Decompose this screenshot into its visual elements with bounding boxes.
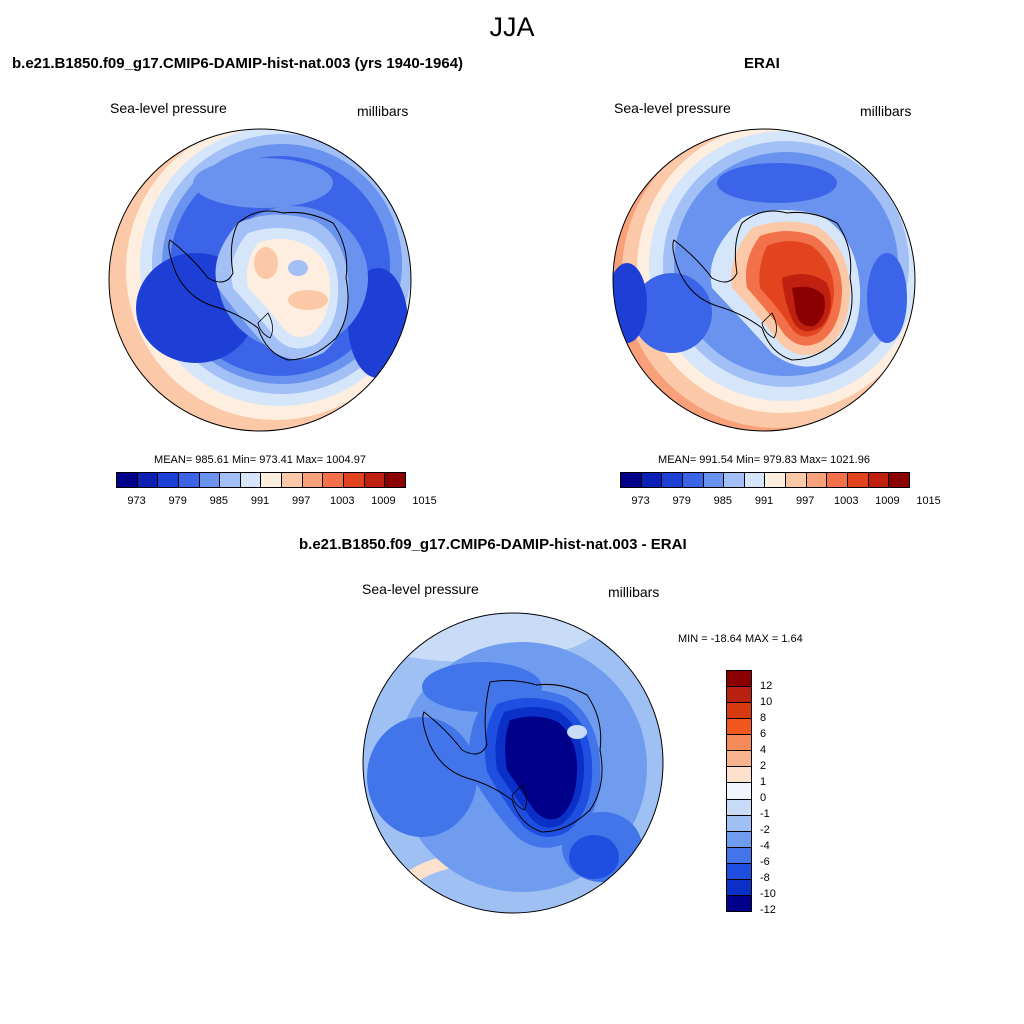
colorbar-swatch <box>727 767 751 784</box>
colorbar-tick-label: 1015 <box>916 495 941 507</box>
colorbar-tick-label: 0 <box>760 792 767 804</box>
colorbar-swatch <box>806 473 828 487</box>
colorbar-tick-label: -10 <box>760 888 776 900</box>
obs-units-label: millibars <box>860 103 912 119</box>
colorbar-swatch <box>302 473 324 487</box>
diff-stats: MIN = -18.64 MAX = 1.64 <box>678 633 803 645</box>
obs-panel-title: ERAI <box>744 55 780 72</box>
colorbar-tick-label: 8 <box>760 712 767 724</box>
colorbar-swatch <box>364 473 386 487</box>
colorbar-swatch <box>727 719 751 736</box>
model-stats: MEAN= 985.61 Min= 973.41 Max= 1004.97 <box>154 454 366 466</box>
colorbar-tick-label: -1 <box>760 808 770 820</box>
colorbar-tick-label: 1003 <box>834 495 859 507</box>
colorbar-swatch <box>765 473 787 487</box>
colorbar-swatch <box>786 473 807 487</box>
colorbar-tick-label: 10 <box>760 696 773 708</box>
obs-variable-label: Sea-level pressure <box>614 100 731 116</box>
colorbar-swatch <box>727 703 751 720</box>
colorbar-swatch <box>344 473 365 487</box>
colorbar-swatch <box>727 879 751 896</box>
colorbar-tick-label: 12 <box>760 680 773 692</box>
colorbar-swatch <box>282 473 303 487</box>
colorbar-swatch <box>703 473 725 487</box>
colorbar-swatch <box>868 473 890 487</box>
diff-units-label: millibars <box>608 584 660 600</box>
colorbar-tick-label: 997 <box>795 495 815 507</box>
colorbar-tick-label: 1003 <box>330 495 355 507</box>
colorbar-tick-label: -8 <box>760 872 770 884</box>
colorbar-swatch <box>117 473 138 487</box>
colorbar-tick-label: 985 <box>713 495 733 507</box>
colorbar-tick-label: 1009 <box>371 495 396 507</box>
diff-colorbar <box>726 670 752 912</box>
model-variable-label: Sea-level pressure <box>110 100 227 116</box>
obs-colorbar <box>620 472 910 488</box>
diff-panel-title: b.e21.B1850.f09_g17.CMIP6-DAMIP-hist-nat… <box>299 536 687 553</box>
colorbar-swatch <box>240 473 262 487</box>
colorbar-tick-label: 979 <box>168 495 187 507</box>
colorbar-tick-label: 997 <box>291 495 311 507</box>
colorbar-swatch <box>727 687 751 704</box>
colorbar-swatch <box>848 473 869 487</box>
colorbar-swatch <box>158 473 179 487</box>
colorbar-swatch <box>662 473 683 487</box>
colorbar-tick-label: -4 <box>760 840 770 852</box>
colorbar-tick-label: 4 <box>760 743 767 756</box>
colorbar-tick-label: -12 <box>760 904 776 916</box>
colorbar-swatch <box>727 847 751 864</box>
model-panel-title: b.e21.B1850.f09_g17.CMIP6-DAMIP-hist-nat… <box>12 55 464 72</box>
colorbar-swatch <box>727 735 751 752</box>
colorbar-swatch <box>727 751 751 768</box>
figure-title: JJA <box>489 12 535 42</box>
colorbar-tick-label: 979 <box>672 495 691 507</box>
colorbar-swatch <box>744 473 766 487</box>
colorbar-tick-label: 985 <box>209 495 229 507</box>
colorbar-tick-label: 6 <box>760 728 767 740</box>
obs-colorbar-ticks: 973 979 985 991 997 1003 1009 1015 <box>620 495 940 509</box>
colorbar-tick-label: 973 <box>127 495 146 507</box>
colorbar-swatch <box>385 473 405 487</box>
colorbar-swatch <box>827 473 849 487</box>
colorbar-swatch <box>727 831 751 848</box>
obs-stats: MEAN= 991.54 Min= 979.83 Max= 1021.96 <box>658 454 870 466</box>
model-units-label: millibars <box>357 103 409 119</box>
colorbar-swatch <box>727 783 751 800</box>
colorbar-swatch <box>220 473 241 487</box>
colorbar-swatch <box>641 473 663 487</box>
diff-slp-map <box>362 612 664 914</box>
colorbar-swatch <box>137 473 159 487</box>
colorbar-swatch <box>621 473 642 487</box>
diff-variable-label: Sea-level pressure <box>362 581 479 597</box>
colorbar-swatch <box>178 473 200 487</box>
model-slp-map <box>108 128 412 432</box>
colorbar-tick-label: -6 <box>760 856 770 868</box>
model-colorbar-ticks: 973 979 985 991 997 1003 1009 1015 <box>116 495 436 509</box>
colorbar-swatch <box>724 473 745 487</box>
colorbar-swatch <box>727 815 751 832</box>
colorbar-tick-label: 991 <box>754 495 774 507</box>
colorbar-tick-label: 991 <box>250 495 270 507</box>
colorbar-swatch <box>323 473 345 487</box>
obs-slp-map <box>612 128 916 432</box>
colorbar-tick-label: 1 <box>760 776 767 788</box>
colorbar-swatch <box>261 473 283 487</box>
colorbar-tick-label: 973 <box>631 495 650 507</box>
diff-colorbar-ticks: 12 10 8 6 4 2 1 0 -1 -2 -4 -6 -8 -10 -12 <box>760 670 800 916</box>
model-colorbar <box>116 472 406 488</box>
colorbar-swatch <box>889 473 909 487</box>
colorbar-swatch <box>682 473 704 487</box>
colorbar-tick-label: 1009 <box>875 495 900 507</box>
colorbar-tick-label: 1015 <box>412 495 437 507</box>
colorbar-swatch <box>727 799 751 816</box>
colorbar-tick-label: -2 <box>760 823 770 836</box>
colorbar-swatch <box>727 863 751 880</box>
colorbar-tick-label: 2 <box>760 760 767 772</box>
colorbar-swatch <box>727 671 751 688</box>
colorbar-swatch <box>727 895 751 911</box>
colorbar-swatch <box>199 473 221 487</box>
